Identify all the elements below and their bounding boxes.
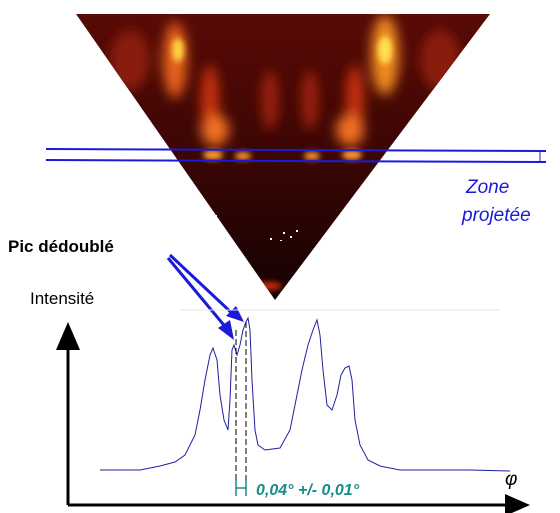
x-arrowhead: [505, 494, 530, 513]
zone-label: Zone: [465, 177, 509, 198]
diffraction-image: [76, 14, 490, 300]
intensity-profile: [100, 316, 511, 472]
x-axis-label: φ: [505, 469, 517, 490]
y-axis-label: Intensité: [30, 289, 94, 308]
split-peak-label: Pic dédoublé: [8, 237, 114, 256]
arrows: [166, 253, 244, 340]
width-marker: [235, 480, 247, 496]
y-arrowhead: [56, 322, 80, 350]
axes: [66, 345, 515, 507]
zone-label: projetée: [461, 205, 531, 226]
peak-markers: [235, 322, 247, 495]
projection-zone: [45, 148, 547, 163]
measure-label: 0,04° +/- 0,01°: [256, 482, 360, 499]
